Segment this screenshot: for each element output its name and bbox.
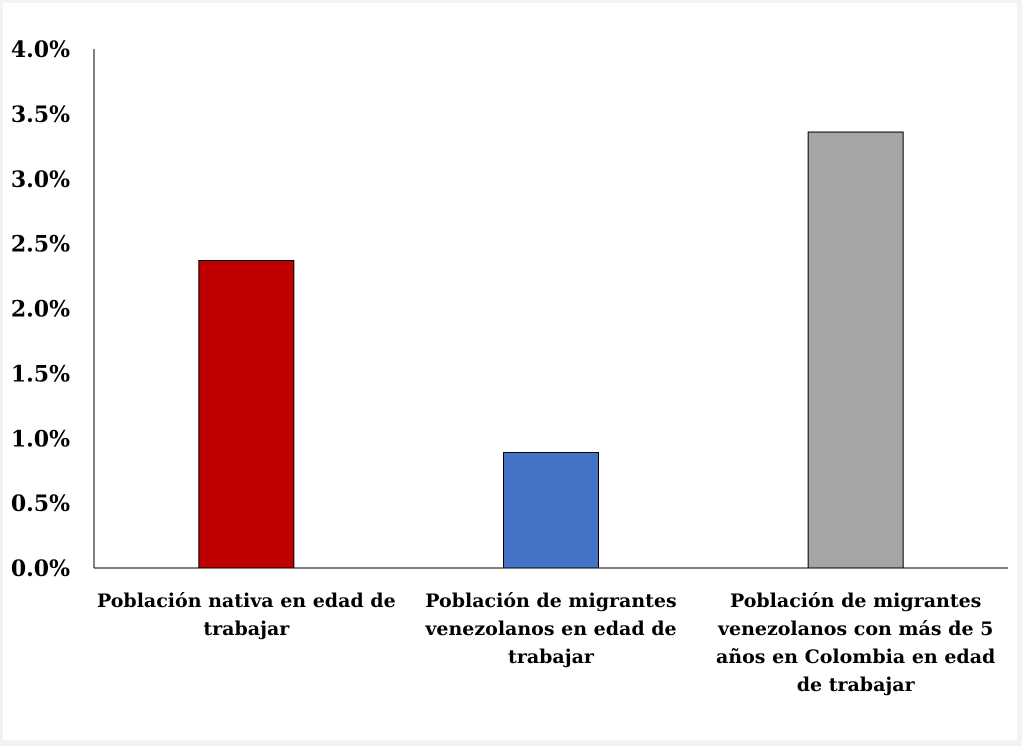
- y-tick-label: 4.0%: [11, 37, 70, 63]
- x-category-label: trabajar: [508, 646, 595, 668]
- x-category-label: venezolanos con más de 5: [717, 618, 993, 640]
- y-tick-label: 1.5%: [11, 361, 70, 387]
- x-category-label: de trabajar: [797, 674, 916, 696]
- y-tick-label: 2.0%: [11, 297, 70, 323]
- x-category-label: Población nativa en edad de: [97, 590, 396, 612]
- x-category-label: Población de migrantes: [730, 590, 981, 612]
- y-tick-label: 1.0%: [11, 426, 70, 452]
- bar-3: [807, 131, 904, 569]
- x-category-label: años en Colombia en edad: [716, 646, 995, 668]
- y-tick-label: 2.5%: [11, 232, 70, 258]
- y-tick-label: 3.0%: [11, 167, 70, 193]
- x-category-label: Población de migrantes: [425, 590, 676, 612]
- x-category-label: trabajar: [203, 618, 290, 640]
- y-tick-label: 0.0%: [11, 556, 70, 582]
- bar-1: [198, 259, 295, 569]
- bar-2: [503, 452, 599, 569]
- y-tick-label: 0.5%: [11, 491, 70, 517]
- y-tick-label: 3.5%: [11, 102, 70, 128]
- x-category-label: venezolanos en edad de: [424, 618, 676, 640]
